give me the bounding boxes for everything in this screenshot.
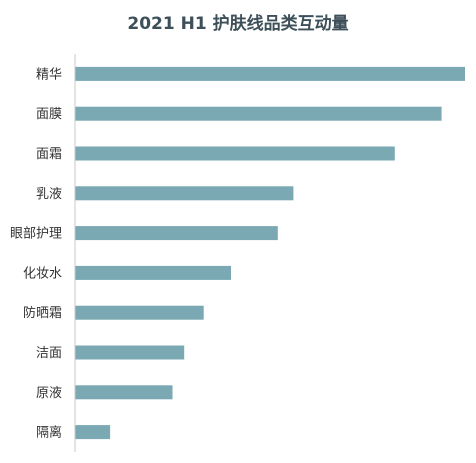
category-label-3: 乳液	[36, 187, 62, 202]
category-label-0: 精华	[36, 67, 62, 82]
category-label-5: 化妆水	[23, 266, 62, 281]
category-label-6: 防晒霜	[23, 305, 62, 321]
bar-0	[75, 66, 465, 81]
category-label-4: 眼部护理	[10, 227, 62, 242]
category-label-9: 隔离	[36, 425, 62, 441]
bar-6	[75, 305, 204, 320]
bar-5	[75, 265, 231, 280]
bar-8	[75, 385, 173, 400]
bar-7	[75, 345, 185, 360]
bar-1	[75, 106, 442, 121]
category-label-7: 洁面	[36, 346, 62, 361]
bar-9	[75, 425, 111, 440]
bar-4	[75, 226, 278, 241]
category-label-1: 面膜	[36, 107, 62, 122]
bar-3	[75, 186, 294, 201]
chart-title: 2021 H1 护肤线品类互动量	[127, 13, 348, 34]
bars-group	[75, 66, 465, 440]
bar-2	[75, 146, 395, 161]
category-label-8: 原液	[36, 386, 62, 401]
category-label-2: 面霜	[36, 147, 62, 162]
